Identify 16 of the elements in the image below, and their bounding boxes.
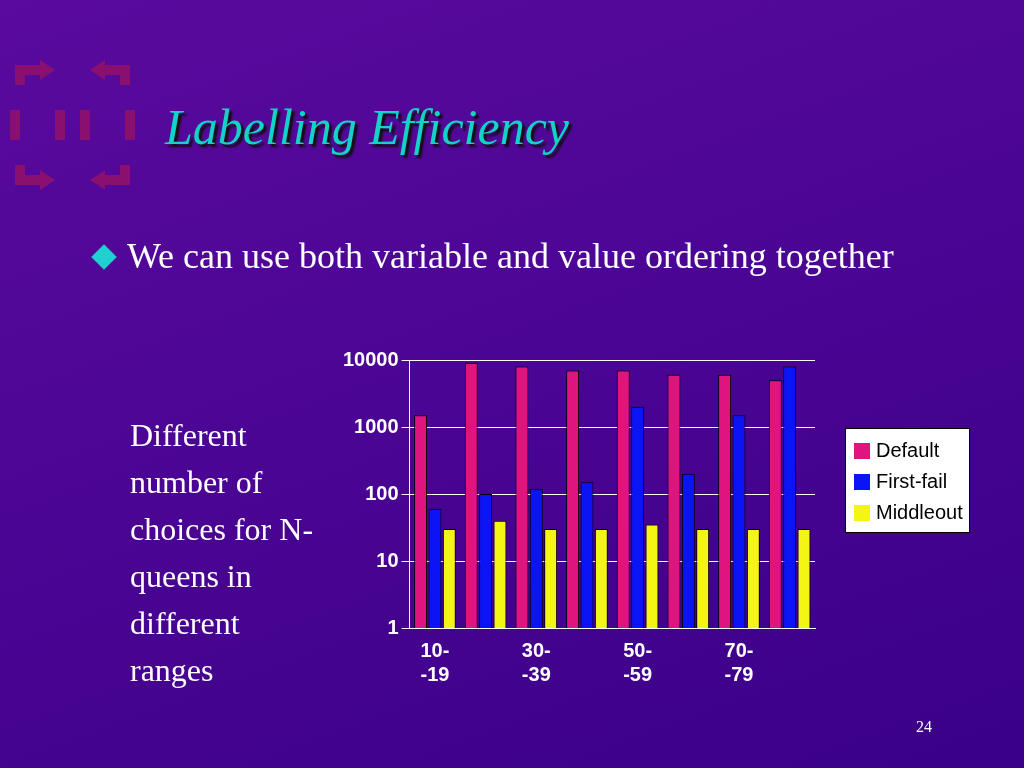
text: 24 (916, 718, 932, 736)
y-tick-label: 1000 (354, 414, 399, 437)
y-tick-label: 100 (365, 481, 399, 504)
chart-subtitle: We can use both variable and value ordering together (126, 235, 895, 278)
x-tick-label: 10- -19 (420, 638, 450, 685)
chart-title: Labelling Efficiency (165, 98, 570, 156)
legend-label: Default (876, 439, 940, 462)
x-tick-label: 30- -39 (521, 638, 551, 685)
x-tick-label: 70- -79 (724, 638, 754, 685)
y-tick-label: 10000 (342, 347, 399, 370)
y-tick-label: 10 (376, 548, 399, 571)
legend-label: First-fail (876, 470, 948, 493)
text: Different number of choices for N-queens in different ranges (130, 416, 315, 690)
legend-label: Middleout (876, 501, 963, 524)
x-tick-label: 50- -59 (623, 638, 653, 685)
y-tick-label: 1 (387, 615, 399, 638)
